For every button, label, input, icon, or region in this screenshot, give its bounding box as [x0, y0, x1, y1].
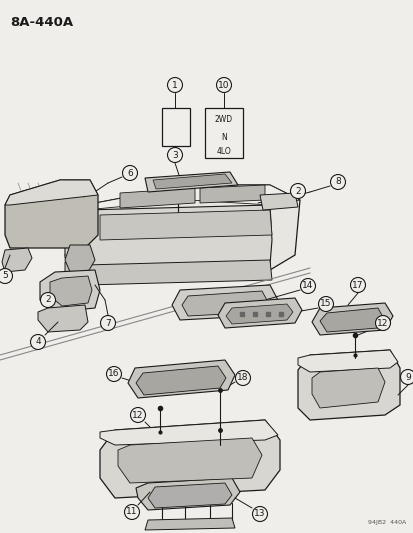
Polygon shape [65, 205, 271, 270]
Polygon shape [319, 308, 383, 332]
Polygon shape [100, 210, 271, 240]
Circle shape [235, 370, 250, 385]
Text: 14: 14 [301, 281, 313, 290]
Polygon shape [40, 270, 100, 312]
FancyBboxPatch shape [161, 108, 190, 146]
Text: 9: 9 [404, 373, 410, 382]
Text: 2WD: 2WD [214, 116, 233, 125]
Polygon shape [5, 180, 98, 248]
Text: 2: 2 [45, 295, 51, 304]
Polygon shape [311, 368, 384, 408]
Circle shape [350, 278, 365, 293]
Text: 4LO: 4LO [216, 148, 231, 157]
Text: 18: 18 [237, 374, 248, 383]
Circle shape [31, 335, 45, 350]
Text: 11: 11 [126, 507, 138, 516]
Text: 17: 17 [351, 280, 363, 289]
Text: 3: 3 [172, 150, 178, 159]
Polygon shape [5, 180, 98, 205]
Text: N: N [221, 133, 226, 142]
Polygon shape [118, 438, 261, 483]
Polygon shape [311, 303, 392, 335]
Text: 7: 7 [105, 319, 111, 327]
Polygon shape [145, 518, 235, 530]
Polygon shape [297, 350, 397, 372]
Circle shape [375, 316, 389, 330]
Text: 12: 12 [376, 319, 388, 327]
Polygon shape [38, 305, 88, 332]
Circle shape [40, 293, 55, 308]
Text: 4: 4 [35, 337, 41, 346]
Text: 8: 8 [334, 177, 340, 187]
Circle shape [330, 174, 345, 190]
Polygon shape [100, 420, 279, 498]
Text: 16: 16 [108, 369, 119, 378]
Polygon shape [100, 420, 277, 445]
Text: 10: 10 [218, 80, 229, 90]
Circle shape [124, 505, 139, 520]
Circle shape [167, 148, 182, 163]
Text: 2: 2 [294, 187, 300, 196]
Polygon shape [120, 188, 195, 208]
Circle shape [290, 183, 305, 198]
Circle shape [300, 279, 315, 294]
Polygon shape [225, 304, 292, 324]
Polygon shape [147, 483, 231, 508]
Polygon shape [65, 245, 95, 272]
Polygon shape [199, 185, 264, 203]
Polygon shape [136, 478, 240, 510]
Polygon shape [136, 366, 225, 395]
Polygon shape [2, 248, 32, 272]
Polygon shape [128, 360, 235, 398]
Circle shape [130, 408, 145, 423]
Text: 5: 5 [2, 271, 8, 280]
Polygon shape [218, 298, 301, 328]
Polygon shape [65, 260, 271, 285]
Polygon shape [50, 276, 92, 306]
Text: 8A-440A: 8A-440A [10, 16, 73, 29]
Circle shape [216, 77, 231, 93]
Text: 1: 1 [172, 80, 178, 90]
Circle shape [399, 369, 413, 384]
Circle shape [100, 316, 115, 330]
Circle shape [122, 166, 137, 181]
Polygon shape [182, 291, 267, 316]
Circle shape [167, 77, 182, 93]
Text: 13: 13 [254, 510, 265, 519]
Polygon shape [297, 350, 399, 420]
Polygon shape [259, 193, 297, 210]
Circle shape [252, 506, 267, 521]
FancyBboxPatch shape [204, 108, 242, 158]
Text: 94JB2  440A: 94JB2 440A [367, 520, 405, 525]
Text: 6: 6 [127, 168, 133, 177]
Circle shape [318, 296, 333, 311]
Text: 12: 12 [132, 410, 143, 419]
Polygon shape [153, 174, 231, 189]
Circle shape [0, 269, 12, 284]
Polygon shape [65, 185, 299, 270]
Circle shape [106, 367, 121, 382]
Polygon shape [171, 285, 277, 320]
Polygon shape [85, 185, 299, 210]
Text: 15: 15 [320, 300, 331, 309]
Polygon shape [145, 172, 237, 192]
